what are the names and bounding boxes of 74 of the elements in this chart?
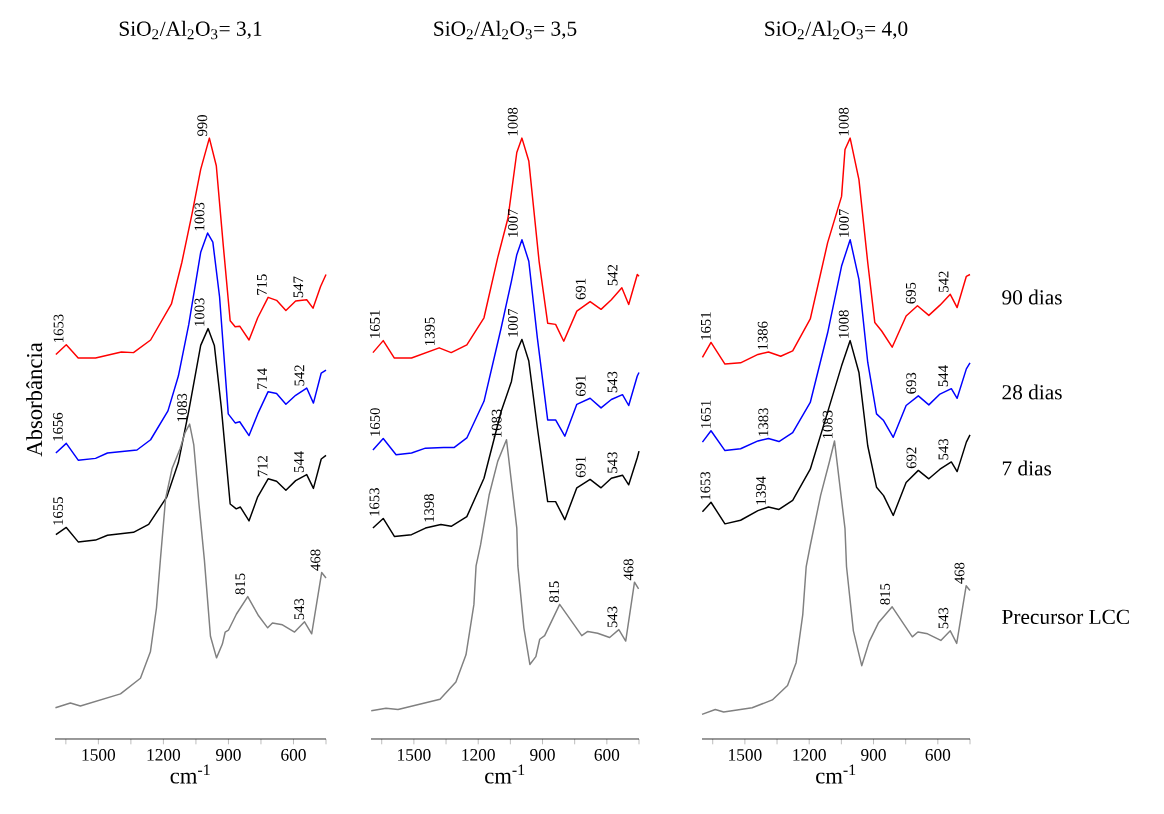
- x-tick-label: 600: [925, 749, 951, 761]
- annotation: 544: [938, 365, 949, 387]
- annotation: 712: [257, 456, 268, 477]
- x-tick-label: 900: [530, 749, 555, 761]
- annotation: 1655: [53, 497, 64, 525]
- x-axis-title: cm$^{-1}$: [170, 764, 210, 784]
- annotation: 468: [623, 559, 634, 581]
- annotation: 1007: [507, 209, 518, 237]
- x-tick-label: 900: [216, 749, 241, 761]
- x-tick-label: 1500: [82, 749, 116, 761]
- x-tick-label: 1200: [147, 749, 181, 761]
- annotation: 543: [938, 607, 949, 629]
- annotation: 1007: [838, 209, 849, 237]
- series-label: Precursor LCC: [1002, 609, 1129, 625]
- annotation: 1394: [756, 476, 766, 505]
- x-axis-title: cm$^{-1}$: [816, 764, 856, 784]
- annotation: 691: [575, 375, 586, 397]
- annotation: 1650: [370, 408, 381, 436]
- annotation: 1008: [507, 107, 518, 136]
- annotation: 544: [294, 451, 304, 473]
- annotation: 815: [880, 583, 891, 605]
- chart-title: SiO$_{2}$/Al$_{2}$O$_{3}$= 4,0: [765, 20, 908, 40]
- y-axis-title: Absorbância: [26, 342, 43, 457]
- annotation: 543: [607, 606, 618, 628]
- annotation: 468: [310, 549, 321, 571]
- annotation: 1083: [177, 393, 188, 422]
- annotation: 693: [906, 372, 917, 394]
- annotation: 1651: [369, 310, 380, 338]
- annotation: 691: [575, 456, 586, 478]
- annotation: 1395: [424, 317, 435, 345]
- annotation: 714: [257, 368, 267, 390]
- x-axis-title: cm$^{-1}$: [485, 764, 525, 784]
- annotation: 1653: [369, 488, 380, 516]
- annotation: 1651: [700, 312, 711, 340]
- series-label: 28 dias: [1002, 384, 1062, 400]
- annotation: 815: [549, 581, 560, 603]
- x-tick-label: 1200: [793, 749, 826, 761]
- annotation: 542: [294, 365, 305, 386]
- annotation: 1003: [194, 202, 205, 231]
- x-tick-label: 900: [861, 749, 886, 761]
- annotation: 692: [906, 447, 917, 469]
- x-tick-label: 1500: [729, 749, 762, 761]
- annotation: 1008: [838, 310, 849, 338]
- annotation: 543: [607, 452, 618, 473]
- annotation: 1386: [757, 321, 768, 350]
- x-tick-label: 600: [594, 749, 620, 761]
- annotation: 1651: [700, 400, 711, 428]
- series-label: 90 dias: [1002, 289, 1062, 305]
- series-label: 7 dias: [1002, 460, 1052, 476]
- annotation: 542: [938, 271, 949, 292]
- annotation: 1008: [838, 107, 849, 136]
- annotation: 1653: [53, 314, 64, 342]
- chart-title: SiO$_{2}$/Al$_{2}$O$_{3}$= 3,1: [119, 20, 262, 40]
- annotation: 815: [235, 573, 246, 595]
- x-tick-label: 600: [281, 749, 306, 761]
- annotation: 695: [905, 282, 916, 304]
- annotation: 1003: [194, 298, 205, 326]
- annotation: 543: [607, 371, 618, 393]
- x-tick-label: 1500: [398, 749, 431, 761]
- annotation: 542: [607, 264, 618, 286]
- annotation: 1383: [758, 408, 769, 436]
- annotation: 543: [294, 598, 305, 620]
- annotation: 468: [954, 562, 965, 584]
- chart-title: SiO$_{2}$/Al$_{2}$O$_{3}$= 3,5: [434, 20, 577, 40]
- annotation: 1653: [700, 471, 711, 500]
- annotation: 715: [256, 274, 267, 295]
- x-tick-label: 1200: [462, 749, 495, 761]
- annotation: 691: [575, 278, 586, 300]
- annotation: 1007: [507, 308, 518, 337]
- annotation: 1656: [52, 412, 63, 441]
- annotation: 1398: [424, 494, 435, 522]
- annotation: 543: [938, 438, 949, 460]
- annotation: 990: [197, 115, 208, 137]
- annotation: 547: [293, 276, 304, 298]
